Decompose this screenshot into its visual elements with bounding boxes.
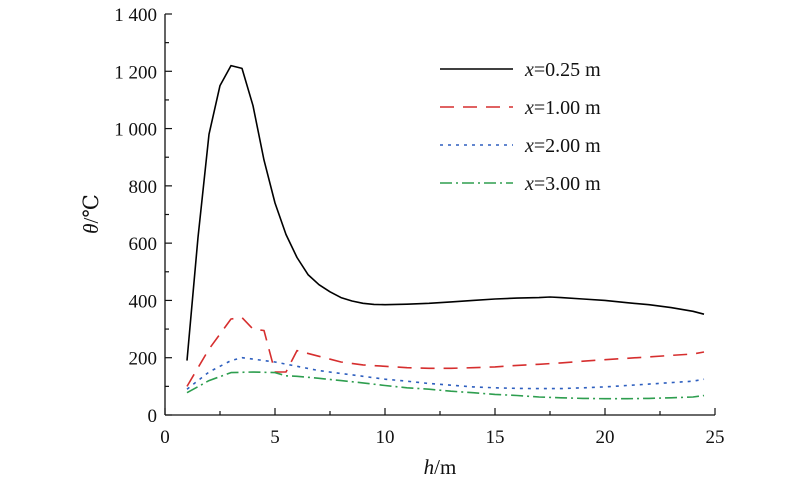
x-tick-label: 15 bbox=[486, 427, 505, 448]
x-ticks: 0 5 10 15 20 25 bbox=[160, 408, 725, 448]
x-tick-label: 0 bbox=[160, 427, 170, 448]
axes bbox=[164, 14, 715, 416]
y-tick-label: 600 bbox=[129, 234, 158, 255]
y-tick-label: 200 bbox=[129, 349, 158, 370]
legend-value: =0.25 m bbox=[534, 59, 601, 81]
series-line-4 bbox=[186, 371, 705, 400]
legend-value: =2.00 m bbox=[534, 135, 601, 157]
y-tick-label: 1 200 bbox=[114, 62, 157, 83]
series-line-1 bbox=[186, 64, 705, 361]
x-tick-label: 5 bbox=[270, 427, 280, 448]
legend-label-4: x=3.00 m bbox=[524, 173, 601, 195]
legend-var: x bbox=[524, 97, 534, 119]
y-tick-label: 0 bbox=[148, 406, 158, 427]
series-line-2 bbox=[186, 316, 705, 387]
x-axis-label: h/m bbox=[424, 455, 457, 479]
y-tick-label: 800 bbox=[129, 177, 158, 198]
x-axis-var: h bbox=[424, 455, 435, 479]
legend-value: =1.00 m bbox=[534, 97, 601, 119]
y-axis-label: θ/℃ bbox=[79, 194, 103, 234]
y-tick-label: 1 400 bbox=[114, 5, 157, 26]
y-tick-label: 400 bbox=[129, 291, 158, 312]
x-tick-label: 20 bbox=[596, 427, 615, 448]
legend-label-2: x=1.00 m bbox=[524, 97, 601, 119]
y-axis-var: θ bbox=[79, 224, 103, 234]
legend-var: x bbox=[524, 59, 534, 81]
y-axis-unit: /℃ bbox=[79, 194, 103, 223]
legend: x=0.25 mx=1.00 mx=2.00 mx=3.00 m bbox=[440, 59, 601, 195]
legend-label-3: x=2.00 m bbox=[524, 135, 601, 157]
x-tick-label: 25 bbox=[706, 427, 725, 448]
y-tick-label: 1 000 bbox=[114, 120, 157, 141]
legend-var: x bbox=[524, 135, 534, 157]
legend-value: =3.00 m bbox=[534, 173, 601, 195]
plot-area bbox=[186, 64, 705, 400]
y-ticks: 0 200 400 600 800 1 000 1 200 1 400 bbox=[114, 5, 172, 427]
series-line-3 bbox=[186, 356, 705, 390]
legend-var: x bbox=[524, 173, 534, 195]
legend-label-1: x=0.25 m bbox=[524, 59, 601, 81]
x-axis-unit: /m bbox=[434, 455, 456, 479]
x-tick-label: 10 bbox=[376, 427, 395, 448]
